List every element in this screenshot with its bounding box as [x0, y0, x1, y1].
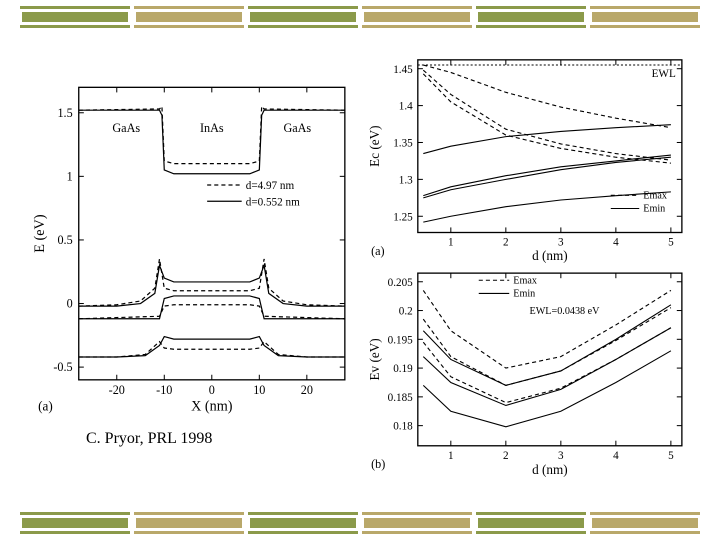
decor-seg	[20, 512, 130, 534]
svg-text:X (nm): X (nm)	[191, 398, 233, 414]
svg-text:3: 3	[558, 237, 564, 249]
decor-seg	[362, 512, 472, 534]
decor-seg	[248, 512, 358, 534]
svg-text:d=4.97 nm: d=4.97 nm	[246, 180, 295, 192]
svg-text:1.25: 1.25	[393, 211, 413, 223]
svg-text:0.205: 0.205	[388, 277, 414, 289]
svg-text:Emin: Emin	[513, 288, 535, 299]
figure-a: -20 -10 0 10 20 -0.5 0 0.5 1 1.5 GaAs InAs GaAs d=4.9…	[30, 50, 355, 480]
svg-text:0: 0	[67, 297, 73, 311]
svg-text:(a): (a)	[38, 398, 53, 413]
svg-text:EWL: EWL	[652, 68, 676, 80]
svg-text:Emax: Emax	[643, 190, 667, 201]
svg-text:GaAs: GaAs	[112, 121, 140, 135]
svg-text:-20: -20	[109, 383, 125, 397]
svg-text:1.35: 1.35	[393, 138, 413, 150]
svg-text:0: 0	[209, 383, 215, 397]
svg-text:0.2: 0.2	[399, 306, 413, 318]
svg-text:1.3: 1.3	[399, 174, 413, 186]
svg-text:1: 1	[67, 169, 73, 183]
svg-text:d (nm): d (nm)	[532, 462, 568, 477]
svg-text:EWL=0.0438 eV: EWL=0.0438 eV	[530, 306, 601, 317]
svg-text:5: 5	[668, 450, 674, 462]
svg-text:(a): (a)	[371, 244, 385, 258]
decor-seg	[20, 6, 130, 28]
decor-seg	[134, 512, 244, 534]
svg-text:3: 3	[558, 450, 564, 462]
decor-seg	[476, 512, 586, 534]
chart-b: 1 2 3 4 5 1.25 1.3 1.35 1.4 1.45 Ec (eV) d (nm) EWL E…	[365, 50, 690, 480]
svg-text:0.185: 0.185	[388, 392, 414, 404]
decor-seg	[248, 6, 358, 28]
decor-seg	[590, 512, 700, 534]
svg-text:1.5: 1.5	[57, 106, 72, 120]
figure-b: 1 2 3 4 5 1.25 1.3 1.35 1.4 1.45 Ec (eV) d (nm) EWL E…	[365, 50, 690, 480]
svg-text:1: 1	[448, 450, 454, 462]
decor-top	[20, 6, 700, 28]
svg-text:Emin: Emin	[643, 204, 665, 215]
svg-text:-0.5: -0.5	[53, 360, 72, 374]
svg-text:-10: -10	[156, 383, 172, 397]
svg-text:20: 20	[301, 383, 313, 397]
svg-text:1: 1	[448, 237, 454, 249]
citation-caption: C. Pryor, PRL 1998	[86, 430, 212, 448]
decor-seg	[590, 6, 700, 28]
svg-text:(b): (b)	[371, 457, 385, 471]
decor-bottom	[20, 512, 700, 534]
svg-text:InAs: InAs	[200, 121, 224, 135]
svg-text:1.4: 1.4	[399, 101, 413, 113]
svg-text:0.5: 0.5	[57, 233, 72, 247]
decor-seg	[362, 6, 472, 28]
svg-text:4: 4	[613, 237, 619, 249]
svg-text:Ev (eV): Ev (eV)	[367, 338, 382, 380]
svg-text:2: 2	[503, 450, 509, 462]
svg-text:d (nm): d (nm)	[532, 248, 568, 263]
svg-text:d=0.552 nm: d=0.552 nm	[246, 196, 300, 208]
svg-text:Emax: Emax	[513, 275, 537, 286]
svg-text:Ec (eV): Ec (eV)	[367, 125, 382, 166]
svg-text:10: 10	[253, 383, 265, 397]
svg-text:0.195: 0.195	[388, 334, 414, 346]
svg-text:4: 4	[613, 450, 619, 462]
svg-text:0.18: 0.18	[393, 421, 413, 433]
chart-a: -20 -10 0 10 20 -0.5 0 0.5 1 1.5 GaAs InAs GaAs d=4.9…	[30, 50, 355, 446]
svg-text:GaAs: GaAs	[283, 121, 311, 135]
svg-text:1.45: 1.45	[393, 64, 413, 76]
svg-text:5: 5	[668, 237, 674, 249]
svg-text:0.19: 0.19	[393, 363, 413, 375]
svg-text:E (eV): E (eV)	[32, 214, 48, 253]
figure-container: -20 -10 0 10 20 -0.5 0 0.5 1 1.5 GaAs InAs GaAs d=4.9…	[30, 50, 690, 480]
svg-text:2: 2	[503, 237, 509, 249]
decor-seg	[476, 6, 586, 28]
decor-seg	[134, 6, 244, 28]
